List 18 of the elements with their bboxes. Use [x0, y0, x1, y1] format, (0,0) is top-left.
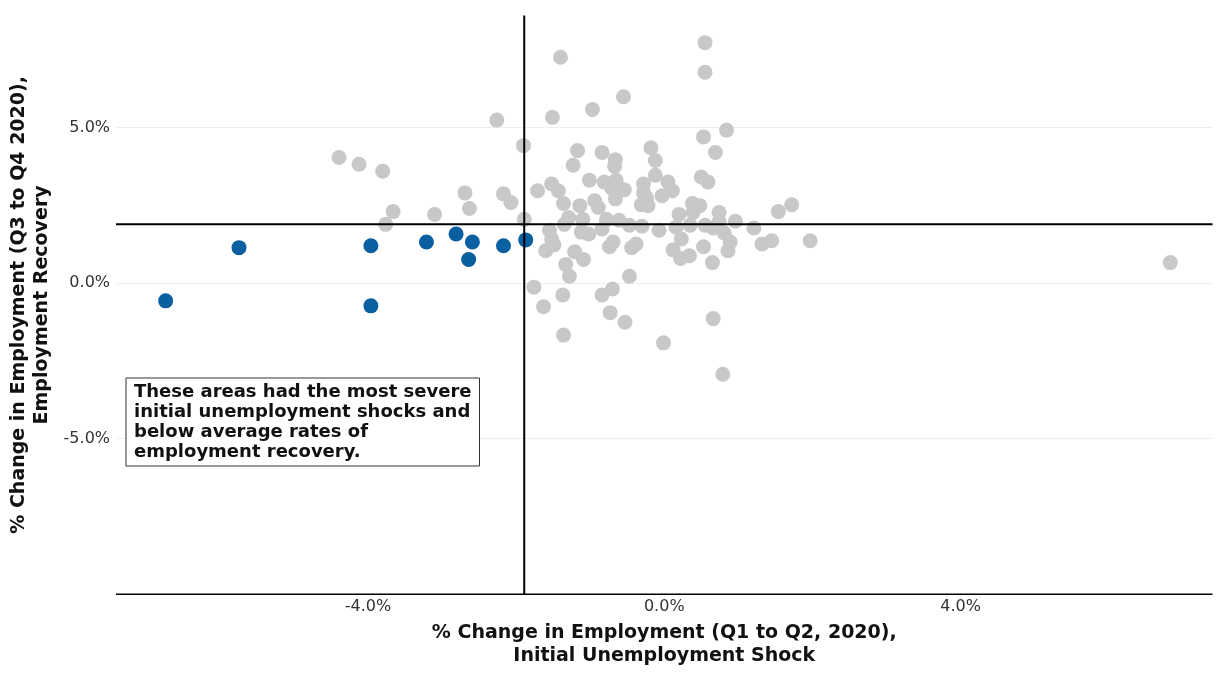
y-axis-title: % Change in Employment (Q3 to Q4 2020), Employment Recovery: [6, 76, 52, 534]
x-tick-label: -4.0%: [344, 595, 392, 615]
point: [418, 234, 434, 250]
point: [461, 251, 477, 267]
x-tick-label: 0.0%: [643, 595, 685, 615]
point: [495, 238, 511, 254]
y-tick-label: -5.0%: [63, 427, 111, 447]
point: [363, 298, 379, 314]
point: [231, 240, 247, 256]
point: [448, 226, 464, 242]
x-tick-label: 4.0%: [940, 595, 981, 615]
point: [158, 293, 174, 309]
x-axis-title: % Change in Employment (Q1 to Q2, 2020), Initial Unemployment Shock: [431, 619, 897, 665]
y-tick-label: 5.0%: [69, 116, 111, 136]
point: [363, 238, 379, 254]
y-tick-label: 0.0%: [69, 272, 111, 292]
point: [464, 234, 480, 250]
annotation: These areas had the most severe initial unemployment shocks and below average rates of employment recovery.: [134, 379, 472, 461]
